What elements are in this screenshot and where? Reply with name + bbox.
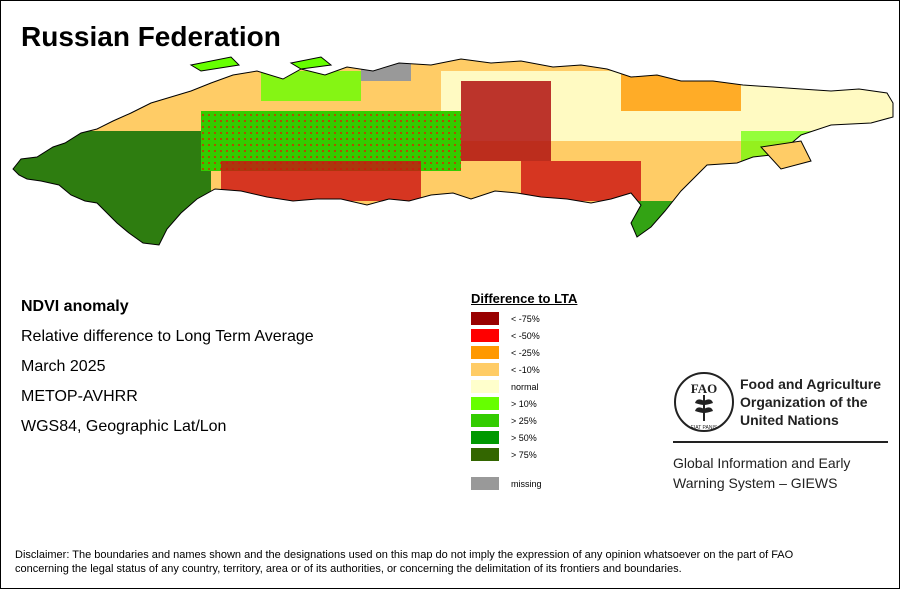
info-sensor: METOP-AVHRR [21,388,138,405]
legend-item: normal [471,380,577,397]
legend-item: < -10% [471,363,577,380]
legend-label: > 10% [511,399,537,409]
legend-item: > 10% [471,397,577,414]
legend-swatch [471,380,499,393]
info-product: NDVI anomaly [21,298,129,315]
legend-swatch [471,448,499,461]
map-legend: Difference to LTA < -75% < -50% < -25% < -1… [471,291,577,494]
legend-label: > 50% [511,433,537,443]
legend-label: < -10% [511,365,540,375]
info-description: Relative difference to Long Term Average [21,328,314,345]
legend-item: < -75% [471,312,577,329]
legend-item: < -50% [471,329,577,346]
map-title: Russian Federation [21,21,281,52]
legend-label: > 75% [511,450,537,460]
fao-logo: FAO FIAT PANIS [674,372,734,432]
legend-label: < -25% [511,348,540,358]
legend-item: > 50% [471,431,577,448]
legend-swatch [471,363,499,376]
legend-label: > 25% [511,416,537,426]
map-info: NDVI anomaly Relative difference to Long… [21,297,314,447]
fao-logo-motto: FIAT PANIS [691,425,718,431]
legend-label-missing: missing [511,479,542,489]
fao-logo-letters: FAO [691,381,717,396]
legend-item: < -25% [471,346,577,363]
legend-swatch-missing [471,477,499,490]
legend-item: > 25% [471,414,577,431]
info-projection: WGS84, Geographic Lat/Lon [21,418,227,435]
legend-rows: < -75% < -50% < -25% < -10% normal > 10% > 25%… [471,312,577,465]
legend-swatch [471,346,499,359]
legend-swatch [471,397,499,410]
legend-swatch [471,312,499,325]
legend-label: < -50% [511,331,540,341]
fao-organization-name: Food and Agriculture Organization of the… [740,376,882,428]
legend-title: Difference to LTA [471,291,578,306]
legend-swatch [471,329,499,342]
legend-swatch [471,414,499,427]
disclaimer: Disclaimer: The boundaries and names sho… [15,549,794,575]
legend-label: normal [511,382,539,392]
legend-label: < -75% [511,314,540,324]
fao-divider [673,441,888,443]
ndvi-anomaly-map [12,56,894,246]
legend-item-missing: missing [471,477,577,494]
info-date: March 2025 [21,358,106,375]
legend-item: > 75% [471,448,577,465]
giews-name: Global Information and Early Warning Sys… [673,455,851,491]
legend-swatch [471,431,499,444]
